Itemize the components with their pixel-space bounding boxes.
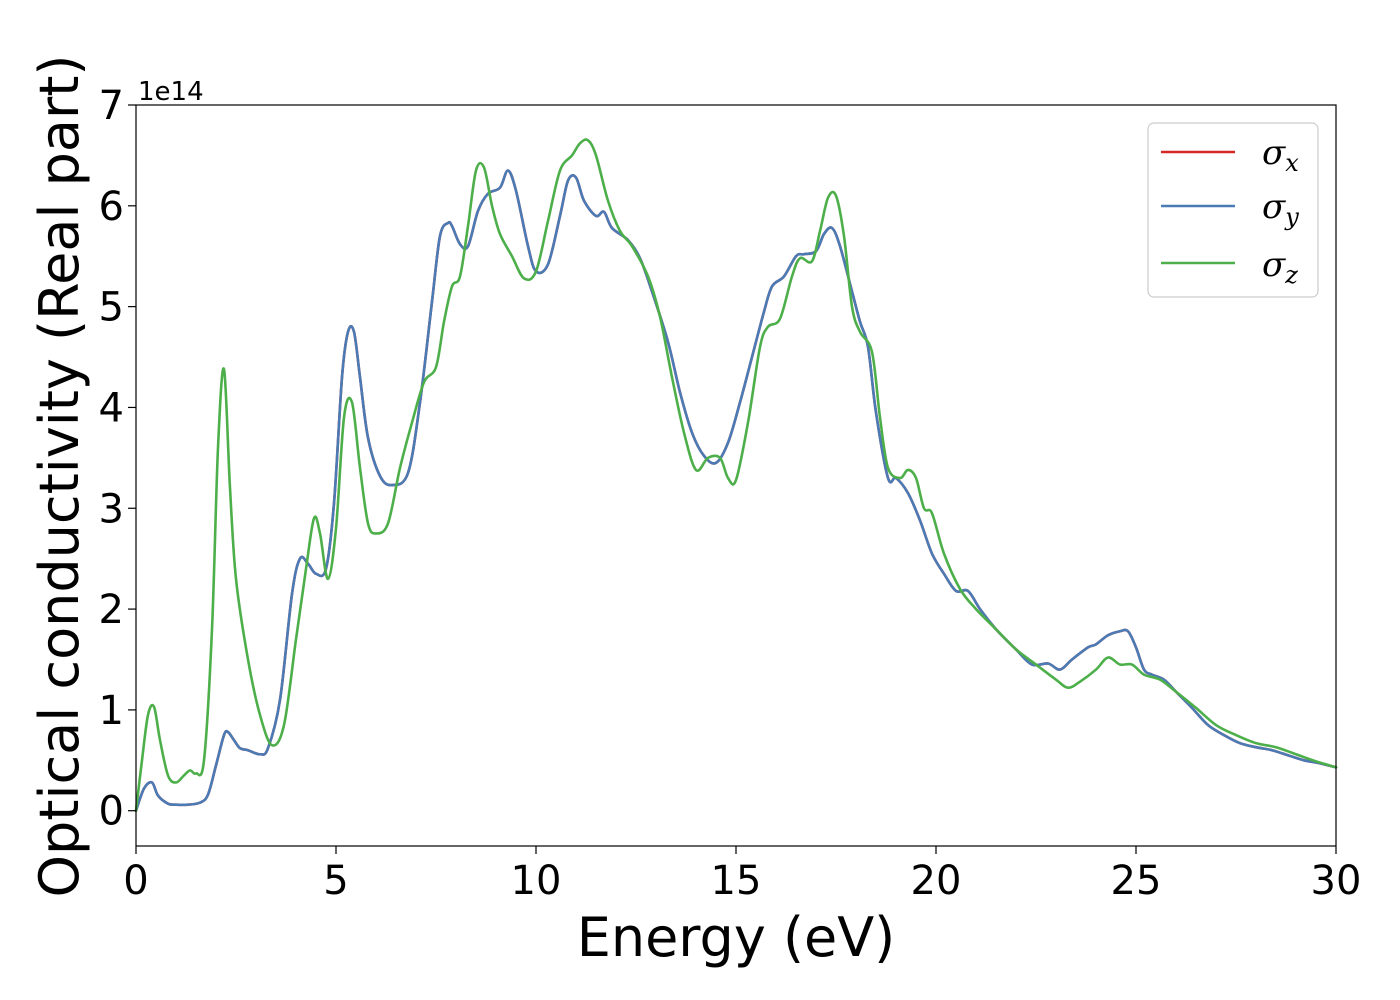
y-tick-label: 2 xyxy=(99,587,124,633)
y-axis-title: Optical conductivity (Real part) xyxy=(28,55,91,898)
x-tick-label: 30 xyxy=(1311,858,1362,904)
x-tick-label: 10 xyxy=(511,858,562,904)
y-tick-label: 4 xyxy=(99,385,124,431)
legend-label-sigma-z: σz xyxy=(1262,245,1298,289)
y-offset-label: 1e14 xyxy=(138,77,204,107)
x-tick-label: 5 xyxy=(323,858,348,904)
legend-label-sigma-y: σy xyxy=(1262,187,1299,231)
x-tick-label: 0 xyxy=(123,858,148,904)
x-tick-label: 25 xyxy=(1111,858,1162,904)
series-lines xyxy=(134,138,1338,813)
y-axis-ticks: 0 1 2 3 4 5 6 7 xyxy=(99,83,136,835)
sigma-z-line xyxy=(134,138,1338,813)
x-tick-label: 15 xyxy=(711,858,762,904)
x-axis-ticks: 0 5 10 15 20 25 30 xyxy=(123,846,1361,904)
legend: σx σy σz xyxy=(1147,122,1319,298)
y-tick-label: 1 xyxy=(99,688,124,734)
x-axis-title: Energy (eV) xyxy=(577,906,896,969)
legend-label-sigma-x: σx xyxy=(1262,133,1299,177)
legend-box xyxy=(1147,122,1319,298)
y-tick-label: 6 xyxy=(99,184,124,230)
y-tick-label: 5 xyxy=(99,285,124,331)
y-tick-label: 0 xyxy=(99,789,124,835)
y-tick-label: 7 xyxy=(99,83,124,129)
y-tick-label: 3 xyxy=(99,486,124,532)
x-tick-label: 20 xyxy=(911,858,962,904)
